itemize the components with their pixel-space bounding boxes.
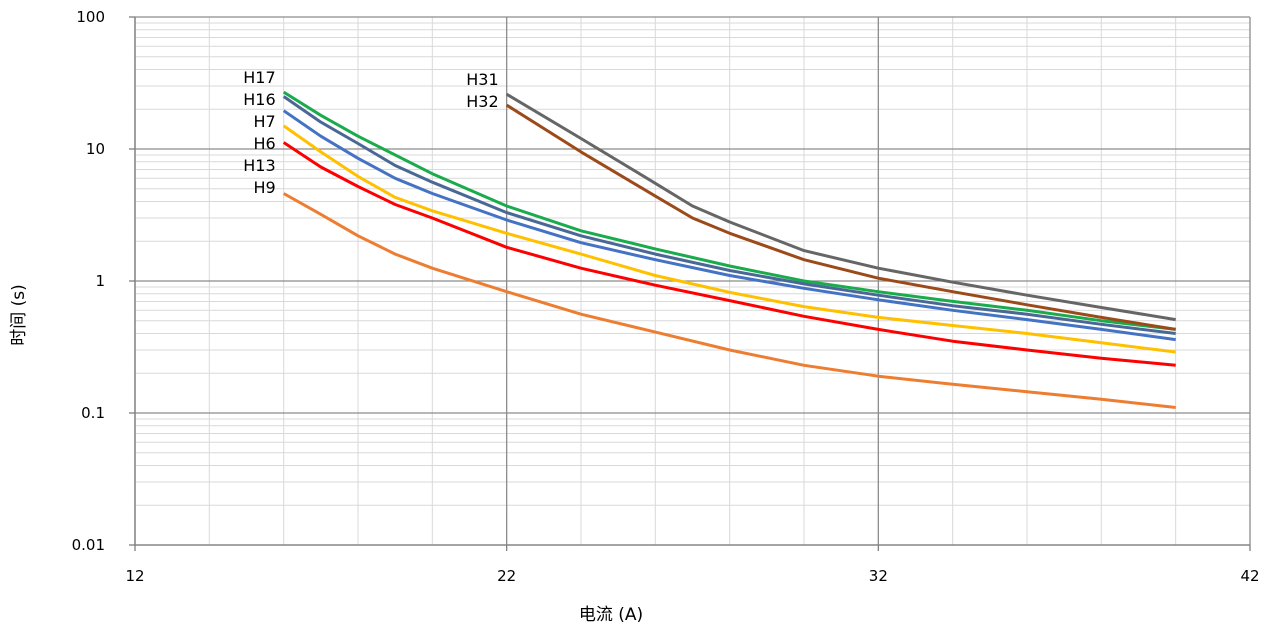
x-tick-label: 42	[1240, 567, 1259, 585]
y-tick-label: 100	[76, 8, 105, 26]
x-tick-label: 32	[869, 567, 888, 585]
x-tick-label: 12	[125, 567, 144, 585]
series-label-h16: H16	[243, 90, 275, 109]
series-line-h6	[282, 124, 1176, 354]
series-label-h13: H13	[243, 156, 275, 175]
x-tick-label: 22	[497, 567, 516, 585]
series-line-h16	[282, 95, 1176, 335]
minor-gridlines	[135, 17, 1250, 545]
series-label-h31: H31	[466, 70, 498, 89]
y-tick-label: 0.01	[72, 536, 105, 554]
y-tick-label: 0.1	[81, 404, 105, 422]
series-label-h6: H6	[253, 134, 275, 153]
series-line-h7	[282, 109, 1176, 342]
series-label-h32: H32	[466, 92, 498, 111]
y-tick-label: 10	[86, 140, 105, 158]
x-axis-title: 电流 (A)	[579, 605, 643, 625]
series-layer	[282, 90, 1176, 409]
series-label-h9: H9	[253, 178, 275, 197]
tick-labels: 0.01 0.1 1 10 100 12 22 32 42	[72, 8, 1260, 585]
series-line-h31	[505, 92, 1176, 322]
series-line-h17	[282, 90, 1176, 331]
axes	[129, 16, 1251, 551]
series-label-h17: H17	[243, 68, 275, 87]
series-line-h32	[505, 103, 1176, 331]
y-tick-label: 1	[95, 272, 105, 290]
series-line-h9	[282, 192, 1176, 409]
y-axis-title: 时间 (s)	[9, 284, 29, 346]
series-label-h7: H7	[253, 112, 275, 131]
series-line-h13	[282, 141, 1176, 367]
series-labels: H17 H16 H7 H6 H13 H9 H31 H32	[243, 68, 498, 197]
